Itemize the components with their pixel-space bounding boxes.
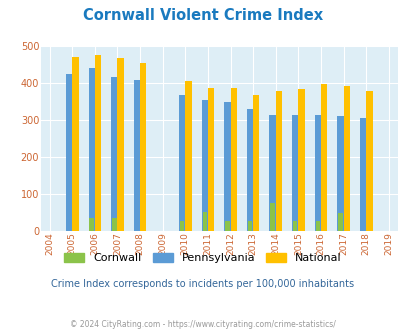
Bar: [89, 218, 94, 231]
Text: Crime Index corresponds to incidents per 100,000 inhabitants: Crime Index corresponds to incidents per…: [51, 279, 354, 289]
Bar: [291, 115, 298, 231]
Bar: [224, 102, 230, 231]
Bar: [112, 218, 116, 231]
Bar: [320, 84, 326, 231]
Bar: [337, 116, 343, 231]
Bar: [111, 77, 117, 231]
Bar: [117, 58, 124, 231]
Bar: [314, 115, 320, 231]
Bar: [179, 221, 184, 231]
Bar: [247, 221, 252, 231]
Bar: [179, 95, 185, 231]
Bar: [246, 109, 253, 231]
Bar: [66, 74, 72, 231]
Bar: [207, 87, 214, 231]
Bar: [185, 81, 191, 231]
Bar: [88, 68, 95, 231]
Bar: [202, 212, 207, 231]
Bar: [315, 221, 319, 231]
Legend: Cornwall, Pennsylvania, National: Cornwall, Pennsylvania, National: [60, 248, 345, 268]
Bar: [275, 91, 281, 231]
Bar: [140, 63, 146, 231]
Bar: [298, 89, 304, 231]
Bar: [365, 90, 372, 231]
Text: Cornwall Violent Crime Index: Cornwall Violent Crime Index: [83, 8, 322, 23]
Bar: [343, 86, 349, 231]
Bar: [270, 203, 274, 231]
Bar: [292, 221, 297, 231]
Bar: [201, 100, 207, 231]
Bar: [133, 80, 140, 231]
Text: © 2024 CityRating.com - https://www.cityrating.com/crime-statistics/: © 2024 CityRating.com - https://www.city…: [70, 320, 335, 329]
Bar: [253, 95, 259, 231]
Bar: [269, 115, 275, 231]
Bar: [337, 213, 342, 231]
Bar: [72, 57, 79, 231]
Bar: [95, 55, 101, 231]
Bar: [359, 118, 365, 231]
Bar: [225, 221, 229, 231]
Bar: [230, 87, 236, 231]
